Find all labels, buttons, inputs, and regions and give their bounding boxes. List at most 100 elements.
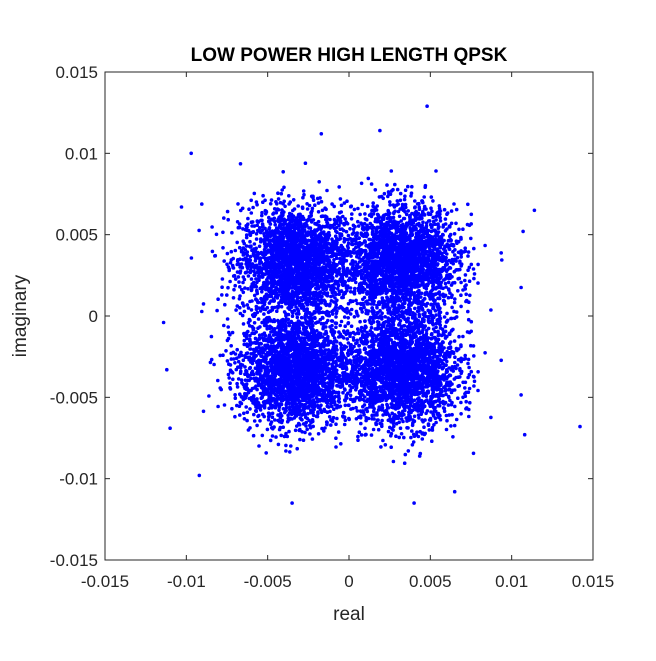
data-point bbox=[415, 202, 420, 206]
data-point bbox=[382, 256, 387, 260]
data-point bbox=[410, 184, 414, 189]
data-point bbox=[302, 192, 306, 197]
data-point bbox=[280, 257, 285, 261]
data-point bbox=[407, 274, 412, 279]
data-point bbox=[459, 293, 463, 298]
data-point bbox=[394, 230, 399, 235]
data-point bbox=[246, 222, 250, 226]
data-point bbox=[353, 286, 357, 291]
data-point bbox=[256, 317, 261, 321]
data-point bbox=[448, 266, 453, 270]
data-point bbox=[334, 239, 339, 243]
data-point bbox=[274, 282, 279, 286]
data-point bbox=[393, 182, 397, 187]
data-point bbox=[313, 257, 318, 262]
data-point bbox=[378, 277, 382, 282]
data-point bbox=[234, 308, 238, 312]
data-point bbox=[438, 293, 443, 297]
data-point bbox=[384, 272, 389, 276]
data-point bbox=[420, 274, 425, 279]
data-point bbox=[305, 274, 310, 279]
data-point bbox=[245, 303, 250, 307]
data-point bbox=[429, 206, 433, 210]
data-point bbox=[335, 286, 340, 291]
data-point bbox=[294, 305, 298, 309]
data-point bbox=[406, 209, 411, 213]
data-point bbox=[429, 280, 434, 285]
data-point bbox=[303, 264, 308, 269]
data-point bbox=[296, 233, 300, 238]
data-point bbox=[270, 249, 274, 254]
data-point bbox=[354, 267, 359, 272]
data-point bbox=[417, 205, 422, 209]
data-point bbox=[254, 232, 259, 236]
data-point bbox=[373, 265, 377, 269]
data-point bbox=[303, 161, 308, 165]
data-point bbox=[302, 284, 306, 288]
data-point bbox=[334, 256, 339, 261]
data-point bbox=[339, 319, 344, 324]
data-point bbox=[334, 315, 338, 319]
data-point bbox=[283, 284, 288, 288]
data-point bbox=[237, 225, 242, 230]
data-point bbox=[447, 258, 451, 263]
data-point bbox=[403, 188, 408, 192]
data-point bbox=[395, 187, 400, 192]
data-point bbox=[436, 302, 440, 307]
data-point bbox=[318, 239, 323, 243]
data-point bbox=[256, 229, 261, 233]
data-point bbox=[308, 260, 312, 265]
data-point bbox=[307, 269, 312, 274]
data-point bbox=[367, 245, 372, 250]
data-point bbox=[464, 299, 468, 304]
data-point bbox=[400, 278, 405, 283]
data-point bbox=[426, 293, 431, 298]
data-point bbox=[367, 279, 371, 283]
data-point bbox=[442, 238, 446, 243]
data-point bbox=[385, 238, 389, 242]
data-point bbox=[297, 243, 301, 247]
data-point bbox=[410, 211, 414, 216]
data-point bbox=[273, 241, 278, 245]
data-point bbox=[249, 244, 253, 248]
data-point bbox=[335, 270, 339, 275]
data-point bbox=[356, 206, 360, 211]
data-point bbox=[456, 289, 460, 293]
data-point bbox=[297, 278, 302, 282]
data-point bbox=[457, 250, 462, 255]
data-point bbox=[425, 268, 429, 273]
data-point bbox=[295, 220, 300, 225]
data-point bbox=[459, 235, 463, 240]
data-point bbox=[404, 235, 408, 239]
data-point bbox=[389, 169, 394, 173]
data-point bbox=[253, 249, 257, 253]
data-point bbox=[282, 226, 287, 231]
data-point bbox=[366, 272, 371, 277]
data-point bbox=[371, 212, 376, 216]
data-point bbox=[341, 263, 345, 268]
data-point bbox=[338, 234, 343, 238]
data-point bbox=[409, 231, 413, 236]
data-point bbox=[422, 297, 427, 301]
data-point bbox=[237, 280, 241, 284]
data-point bbox=[337, 252, 341, 256]
data-point bbox=[279, 262, 283, 267]
data-point bbox=[326, 258, 330, 263]
data-point bbox=[221, 246, 225, 250]
data-point bbox=[420, 247, 424, 251]
data-point bbox=[384, 212, 388, 217]
data-point bbox=[281, 243, 286, 248]
data-point bbox=[255, 263, 259, 268]
data-point bbox=[444, 256, 448, 260]
data-point bbox=[287, 194, 291, 198]
data-point bbox=[361, 276, 366, 280]
data-point bbox=[298, 285, 303, 290]
data-point bbox=[455, 255, 460, 260]
data-point bbox=[362, 295, 367, 300]
data-point bbox=[375, 225, 380, 230]
data-point bbox=[283, 251, 287, 255]
data-point bbox=[357, 260, 362, 264]
data-point bbox=[200, 202, 204, 206]
data-point bbox=[284, 261, 288, 266]
data-point bbox=[459, 264, 464, 268]
